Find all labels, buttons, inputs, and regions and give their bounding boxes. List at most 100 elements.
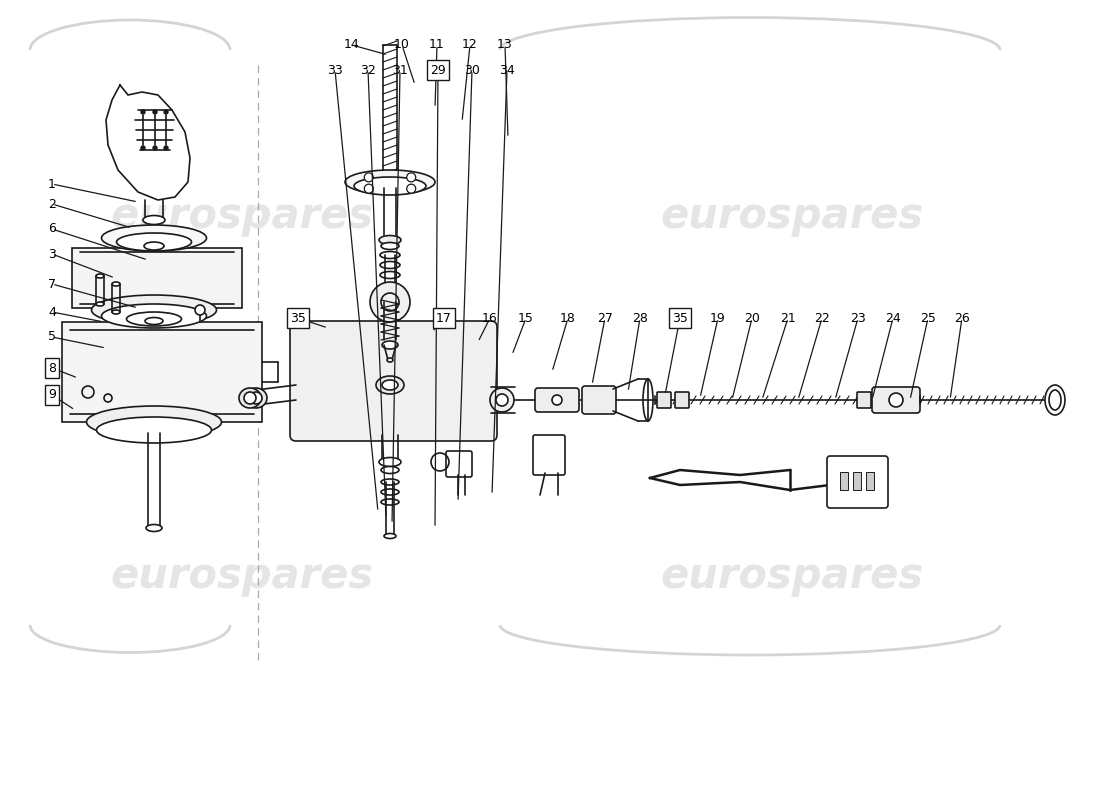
Ellipse shape — [97, 417, 211, 443]
Bar — [840, 472, 848, 490]
Text: 13: 13 — [497, 38, 513, 51]
Ellipse shape — [382, 341, 398, 349]
Polygon shape — [106, 85, 190, 200]
Ellipse shape — [87, 406, 221, 438]
Ellipse shape — [345, 170, 434, 194]
Text: 29: 29 — [430, 63, 446, 77]
Text: 35: 35 — [672, 311, 688, 325]
Bar — [72, 248, 242, 308]
Ellipse shape — [490, 388, 514, 412]
Text: 23: 23 — [850, 311, 866, 325]
Ellipse shape — [96, 274, 104, 278]
Text: 28: 28 — [632, 311, 648, 325]
Text: 26: 26 — [954, 311, 970, 325]
Ellipse shape — [387, 358, 393, 362]
Circle shape — [141, 110, 145, 114]
FancyBboxPatch shape — [535, 388, 579, 412]
Ellipse shape — [381, 466, 399, 474]
Circle shape — [164, 110, 168, 114]
Text: 7: 7 — [48, 278, 56, 290]
Circle shape — [141, 146, 145, 150]
Text: 9: 9 — [48, 389, 56, 402]
Ellipse shape — [112, 310, 120, 314]
Ellipse shape — [245, 388, 267, 408]
Ellipse shape — [382, 380, 398, 390]
Text: eurospares: eurospares — [110, 195, 374, 237]
Text: 20: 20 — [744, 311, 760, 325]
Text: 14: 14 — [344, 38, 360, 51]
Text: 35: 35 — [290, 311, 306, 325]
FancyBboxPatch shape — [827, 456, 888, 508]
Ellipse shape — [376, 376, 404, 394]
Ellipse shape — [552, 395, 562, 405]
FancyBboxPatch shape — [675, 392, 689, 408]
Text: 22: 22 — [814, 311, 829, 325]
Ellipse shape — [379, 271, 400, 278]
Text: 17: 17 — [436, 311, 452, 325]
Text: 11: 11 — [429, 38, 444, 51]
Ellipse shape — [250, 392, 262, 404]
Text: 32: 32 — [360, 63, 376, 77]
Ellipse shape — [112, 282, 120, 286]
Text: eurospares: eurospares — [110, 555, 374, 597]
Ellipse shape — [354, 177, 426, 195]
Text: 15: 15 — [518, 311, 534, 325]
Text: 30: 30 — [464, 63, 480, 77]
Circle shape — [407, 173, 416, 182]
Text: 18: 18 — [560, 311, 576, 325]
Text: 8: 8 — [48, 362, 56, 374]
Text: 1: 1 — [48, 178, 56, 190]
Circle shape — [364, 184, 373, 193]
FancyBboxPatch shape — [857, 392, 871, 408]
Text: 4: 4 — [48, 306, 56, 318]
Text: 12: 12 — [462, 38, 477, 51]
Text: 27: 27 — [597, 311, 613, 325]
Ellipse shape — [381, 489, 399, 495]
Circle shape — [164, 146, 168, 150]
Ellipse shape — [145, 318, 163, 325]
Ellipse shape — [117, 233, 191, 251]
Ellipse shape — [101, 225, 207, 251]
Bar — [852, 472, 861, 490]
Text: 24: 24 — [886, 311, 901, 325]
Text: 6: 6 — [48, 222, 56, 235]
Ellipse shape — [496, 394, 508, 406]
Circle shape — [153, 110, 157, 114]
Bar — [62, 322, 262, 422]
Ellipse shape — [239, 388, 261, 408]
Text: 31: 31 — [392, 63, 408, 77]
Circle shape — [370, 282, 410, 322]
Ellipse shape — [381, 242, 399, 250]
Ellipse shape — [1045, 385, 1065, 415]
Ellipse shape — [379, 262, 400, 269]
Ellipse shape — [384, 534, 396, 538]
Text: eurospares: eurospares — [660, 195, 924, 237]
Circle shape — [407, 184, 416, 193]
Text: 19: 19 — [711, 311, 726, 325]
Ellipse shape — [126, 312, 182, 326]
Text: eurospares: eurospares — [660, 555, 924, 597]
Ellipse shape — [96, 302, 104, 306]
Ellipse shape — [143, 215, 165, 225]
Text: 10: 10 — [394, 38, 410, 51]
Text: 21: 21 — [780, 311, 796, 325]
Ellipse shape — [644, 379, 653, 421]
FancyBboxPatch shape — [290, 321, 497, 441]
Ellipse shape — [244, 392, 256, 404]
Text: 16: 16 — [482, 311, 498, 325]
Bar — [866, 472, 874, 490]
Ellipse shape — [381, 479, 399, 485]
Ellipse shape — [144, 242, 164, 250]
Ellipse shape — [379, 251, 400, 258]
Ellipse shape — [146, 525, 162, 531]
Circle shape — [153, 146, 157, 150]
Circle shape — [364, 173, 373, 182]
Text: 2: 2 — [48, 198, 56, 210]
Text: 34: 34 — [499, 63, 515, 77]
Ellipse shape — [889, 393, 903, 407]
Ellipse shape — [381, 499, 399, 505]
Text: 25: 25 — [920, 311, 936, 325]
Ellipse shape — [91, 295, 217, 325]
Ellipse shape — [379, 458, 401, 466]
FancyBboxPatch shape — [582, 386, 616, 414]
